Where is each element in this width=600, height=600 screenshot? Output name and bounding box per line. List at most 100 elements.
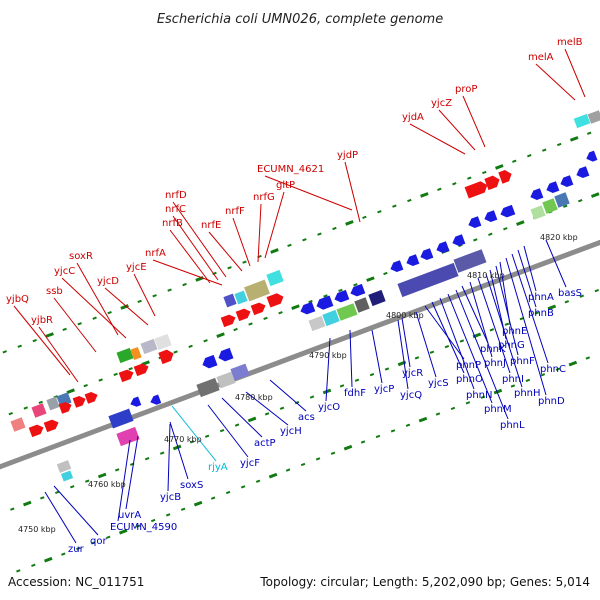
gene-leader-line: [53, 297, 97, 353]
gene-arrow: [118, 369, 134, 383]
tick-mark: [107, 310, 112, 315]
gene-arrow: [202, 354, 218, 369]
tick-mark: [579, 294, 585, 298]
gene-feature: [336, 303, 358, 321]
gene-leader-line: [349, 329, 353, 388]
gene-arrow: [560, 175, 574, 188]
tick-mark: [278, 311, 283, 315]
gene-arrow: [130, 396, 142, 407]
tick-mark: [377, 210, 382, 214]
tick-mark: [204, 434, 210, 438]
gene-label-yjdp: yjdP: [337, 150, 358, 161]
gene-leader-line: [431, 301, 465, 374]
tick-mark: [338, 288, 343, 292]
gene-label-yjbr: yjbR: [31, 315, 53, 326]
gene-leader-line: [169, 421, 189, 480]
gene-feature: [368, 289, 386, 307]
tick-mark: [247, 416, 257, 423]
tick-mark: [83, 383, 88, 388]
gene-label-phnb: phnB: [528, 308, 554, 319]
tick-mark: [444, 344, 450, 349]
gene-label-uvra: uvrA: [118, 510, 141, 521]
gene-label-phnp: phnP: [456, 360, 481, 371]
tick-mark: [302, 238, 307, 242]
gene-arrow: [436, 241, 450, 254]
tick-mark: [291, 304, 300, 310]
tick-mark: [45, 332, 54, 338]
gene-feature: [154, 333, 172, 351]
gene-label-yjcb: yjcB: [160, 492, 181, 503]
gene-leader-line: [545, 239, 567, 288]
gene-label-prop: proP: [455, 84, 477, 95]
gene-label-ecumn_4590: ECUMN_4590: [110, 522, 177, 533]
gene-leader-line: [38, 326, 79, 383]
tick-mark: [159, 451, 165, 455]
tick-mark: [590, 192, 600, 198]
gene-leader-line: [125, 435, 139, 510]
gene-arrow: [546, 181, 560, 194]
gene-arrow: [350, 283, 366, 297]
tick-mark: [62, 327, 67, 332]
tick-mark: [85, 479, 90, 483]
gene-label-yjcc: yjcC: [54, 266, 75, 277]
tick-mark: [32, 338, 37, 343]
gene-feature: [223, 293, 237, 308]
gene-label-nrfe: nrfE: [201, 220, 221, 231]
gene-arrow: [133, 363, 149, 377]
tick-mark: [172, 444, 182, 451]
tick-mark: [418, 416, 428, 423]
gene-feature: [60, 470, 74, 482]
accession-text: Accession: NC_011751: [8, 575, 144, 589]
gene-leader-line: [438, 109, 476, 151]
tick-mark: [516, 220, 525, 226]
gene-label-yjco: yjcO: [318, 402, 340, 413]
kbp-label: 4770 kbp: [164, 435, 202, 444]
gene-leader-line: [517, 249, 537, 308]
tick-mark: [55, 490, 60, 494]
gene-arrow: [406, 254, 420, 267]
gene-arrow: [235, 308, 251, 322]
gene-label-gltp: gltP: [276, 180, 295, 191]
gene-feature: [573, 113, 591, 129]
tick-mark: [268, 472, 278, 479]
tick-mark: [542, 148, 547, 152]
gene-label-yjce: yjcE: [126, 262, 147, 273]
tick-mark: [369, 372, 375, 377]
gene-feature: [308, 315, 326, 332]
gene-leader-line: [499, 261, 511, 326]
gene-feature: [116, 426, 140, 447]
tick-mark: [98, 378, 103, 382]
tick-mark: [300, 462, 306, 467]
gene-label-melb: melB: [557, 37, 583, 48]
tick-mark: [113, 372, 118, 377]
gene-label-phnj: phnJ: [484, 358, 506, 369]
tick-mark: [210, 496, 216, 500]
tick-mark: [308, 299, 313, 304]
tick-mark: [594, 288, 600, 293]
gene-label-yjcs: yjcS: [428, 378, 449, 389]
tick-mark: [510, 384, 516, 388]
tick-mark: [17, 344, 22, 348]
tick-mark: [362, 215, 367, 219]
gene-label-mela: melA: [528, 52, 554, 63]
kbp-label: 4810 kbp: [467, 271, 505, 280]
tick-mark: [144, 457, 150, 461]
tick-mark: [480, 395, 486, 399]
gene-feature: [244, 279, 270, 302]
gene-label-yjcp: yjcP: [374, 384, 394, 395]
tick-mark: [91, 541, 96, 545]
gene-arrow: [576, 166, 590, 179]
gene-leader-line: [53, 485, 99, 536]
gene-label-phnh: phnH: [514, 388, 541, 399]
gene-label-ssb: ssb: [46, 286, 63, 297]
gene-label-phno: phnO: [456, 374, 483, 385]
gene-leader-line: [221, 397, 263, 438]
gene-label-nrff: nrfF: [225, 206, 245, 217]
tick-mark: [390, 429, 396, 433]
gene-arrow: [390, 260, 404, 273]
gene-leader-line: [13, 305, 71, 376]
gene-leader-line: [264, 175, 353, 211]
gene-label-zur: zur: [68, 544, 85, 555]
gene-leader-line: [169, 229, 211, 284]
